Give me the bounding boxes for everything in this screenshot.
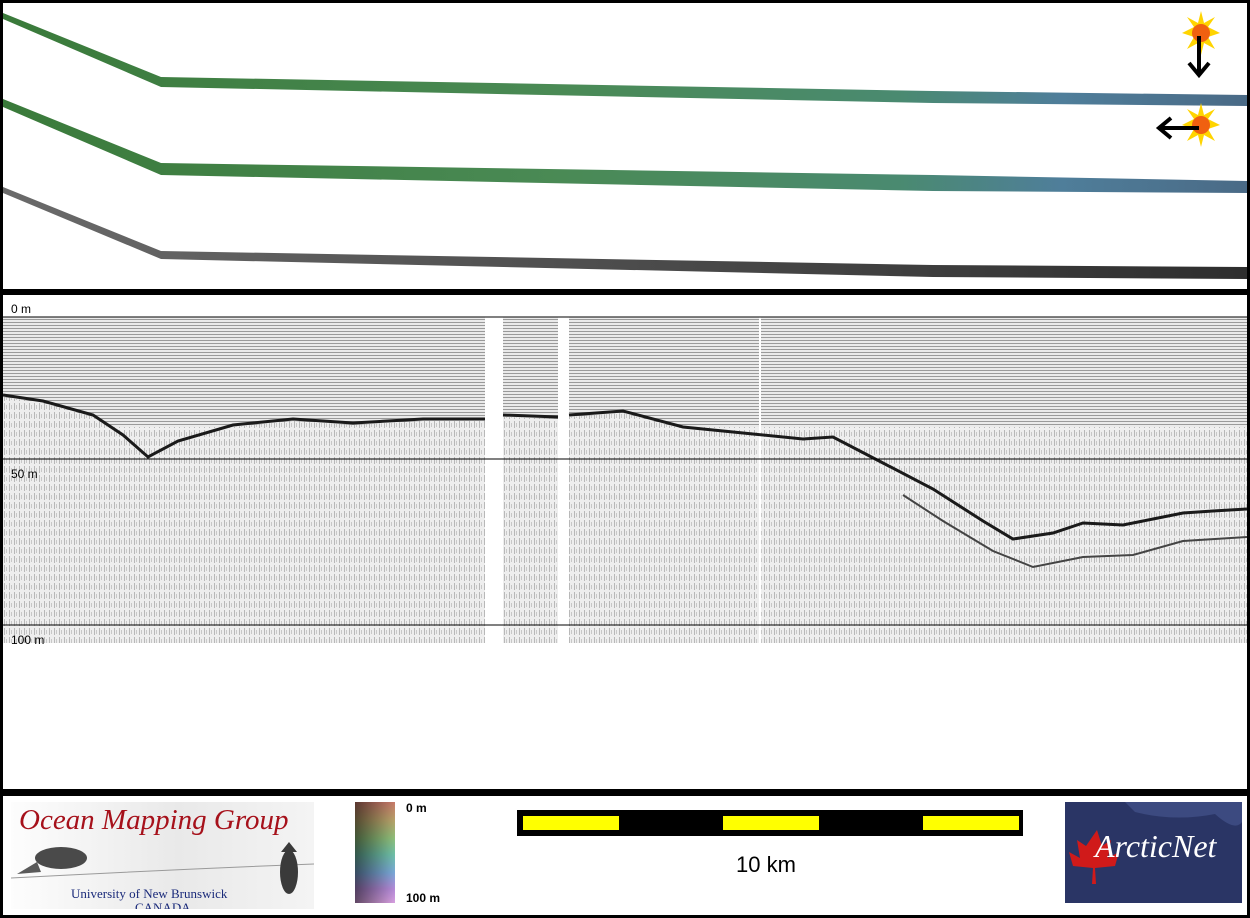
scale-bar-label: 10 km	[736, 852, 796, 877]
ocean-mapping-group-logo: Ocean Mapping Group University of New Br…	[11, 802, 314, 909]
profile-subbottom-reflector	[902, 494, 1247, 569]
profile-sediment-right	[503, 413, 1247, 643]
arcticnet-logo: ArcticNet	[1065, 802, 1242, 903]
swath-strip-colored-top	[3, 13, 1247, 106]
depth-label-100m: 100 m	[11, 633, 45, 647]
arcticnet-logo-text: ArcticNet	[1095, 828, 1217, 864]
swath-strips-panel	[3, 3, 1247, 289]
footer-panel: Ocean Mapping Group University of New Br…	[3, 796, 1247, 915]
profile-seafloor-reflector	[3, 393, 485, 459]
swath-strips	[3, 11, 1247, 279]
omg-logo-country: CANADA	[135, 900, 191, 909]
maple-leaf-icon	[1069, 802, 1242, 884]
scale-bar-segment	[723, 816, 819, 830]
omg-logo-title: Ocean Mapping Group	[19, 804, 289, 836]
colorbar-top-label: 0 m	[406, 801, 427, 815]
profile-data-gap	[485, 313, 503, 645]
colorbar-bottom-label: 100 m	[406, 891, 441, 905]
scale-bar	[517, 810, 1023, 836]
swath-strip-colored-middle	[3, 99, 1247, 193]
omg-logo-university: University of New Brunswick	[71, 886, 228, 901]
swath-strip-grayscale	[3, 187, 1247, 279]
profile-data-gap	[558, 313, 569, 645]
sonar-vessel-icon	[11, 842, 314, 894]
sun-down-arrow-icon	[1182, 11, 1220, 79]
seismic-profile	[3, 313, 1247, 645]
profile-seafloor-reflector	[568, 409, 1247, 541]
depth-label-50m: 50 m	[11, 467, 38, 481]
scale-bar-segment	[923, 816, 1019, 830]
depth-colorbar	[355, 802, 395, 903]
profile-sediment	[3, 397, 485, 475]
depth-label-0m: 0 m	[11, 302, 32, 316]
scale-bar-segment	[523, 816, 619, 830]
seismic-profile-panel: 0 m 50 m 100 m	[3, 295, 1247, 789]
sun-left-arrow-icon	[1155, 103, 1220, 147]
profile-seafloor-reflector	[502, 413, 559, 419]
profile-water-column	[3, 317, 1247, 427]
